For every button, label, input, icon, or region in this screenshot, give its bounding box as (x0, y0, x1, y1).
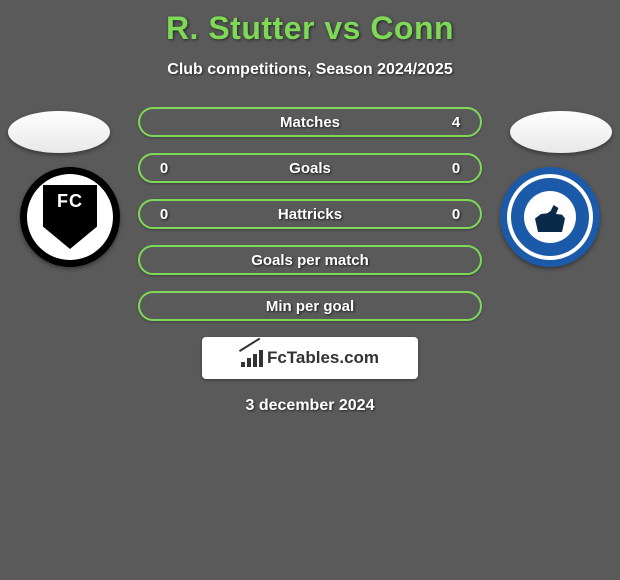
player-photo-left (8, 111, 110, 153)
stats-list: Matches 4 0 Goals 0 0 Hattricks 0 Goals … (138, 107, 482, 321)
club-badge-right-icon (535, 202, 565, 232)
stat-row-min-per-goal: Min per goal (138, 291, 482, 321)
player-photo-right (510, 111, 612, 153)
stat-label: Goals per match (140, 252, 480, 269)
club-badge-left-shield: FC (43, 185, 97, 249)
stat-label: Matches (140, 114, 480, 131)
watermark-text: FcTables.com (267, 348, 379, 368)
club-badge-right (500, 167, 600, 267)
stat-label: Goals (140, 160, 480, 177)
stat-row-matches: Matches 4 (138, 107, 482, 137)
chart-icon (241, 349, 263, 367)
club-badge-left: FC (20, 167, 120, 267)
page-title: R. Stutter vs Conn (0, 0, 620, 47)
comparison-panel: FC Matches 4 0 Goals 0 0 Hattricks 0 Goa… (0, 107, 620, 415)
stat-row-goals: 0 Goals 0 (138, 153, 482, 183)
club-badge-right-center (524, 191, 576, 243)
subtitle: Club competitions, Season 2024/2025 (0, 61, 620, 79)
watermark-badge: FcTables.com (202, 337, 418, 379)
stat-row-hattricks: 0 Hattricks 0 (138, 199, 482, 229)
date-label: 3 december 2024 (0, 397, 620, 415)
club-badge-left-inner: FC (27, 174, 113, 260)
stat-row-goals-per-match: Goals per match (138, 245, 482, 275)
stat-label: Hattricks (140, 206, 480, 223)
club-badge-right-ring (507, 174, 593, 260)
stat-label: Min per goal (140, 298, 480, 315)
